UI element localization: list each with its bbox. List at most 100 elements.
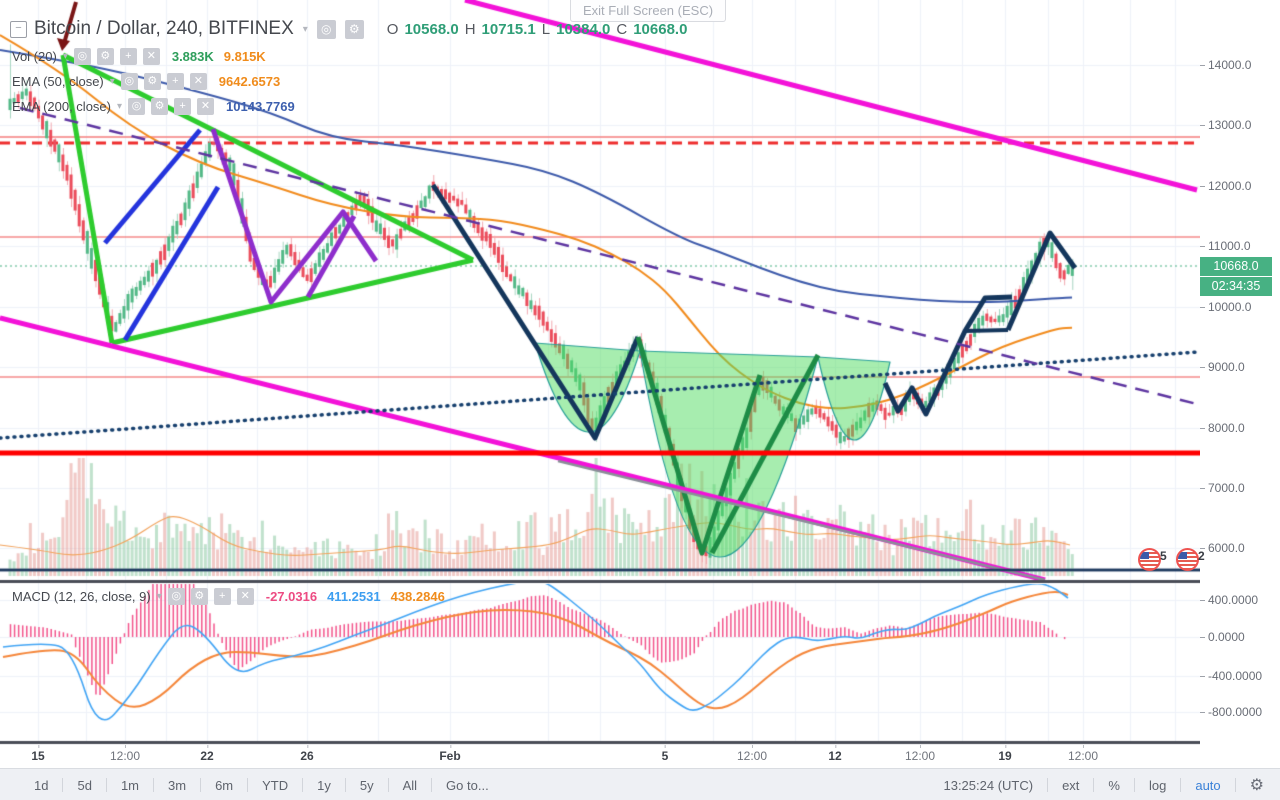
time-axis-tick: 12:00 xyxy=(1068,745,1098,763)
toolbar-separator xyxy=(1133,778,1135,792)
open-value: 10568.0 xyxy=(404,20,459,38)
price-axis-tick: 11000.0 xyxy=(1200,239,1280,253)
symbol-title[interactable]: Bitcoin / Dollar, 240, BITFINEX xyxy=(34,18,294,39)
time-axis-tick: 22 xyxy=(200,745,214,763)
add-indicator-icon[interactable]: + xyxy=(213,588,231,605)
time-axis-tick: 12:00 xyxy=(905,745,935,763)
hide-indicator-icon[interactable]: ◎ xyxy=(128,98,146,115)
indicator-settings-icon[interactable]: ⚙ xyxy=(151,98,169,115)
clock-utc[interactable]: 13:25:24 (UTC) xyxy=(943,777,1034,793)
price-axis-tick: 13000.0 xyxy=(1200,118,1280,132)
toolbar-separator xyxy=(1093,778,1095,792)
price-axis-tick: 10000.0 xyxy=(1200,300,1280,314)
macd-indicator-label[interactable]: MACD (12, 26, close, 9) xyxy=(12,589,151,604)
add-indicator-icon[interactable]: + xyxy=(166,73,184,90)
tick-mark xyxy=(1200,712,1205,714)
chart-canvas[interactable] xyxy=(0,0,1200,745)
price-axis-tick: -800.0000 xyxy=(1200,705,1280,719)
remove-indicator-icon[interactable]: ✕ xyxy=(197,98,215,115)
ema50-indicator-label[interactable]: EMA (50, close) xyxy=(12,74,104,89)
toolbar-separator xyxy=(200,778,202,792)
volume-indicator-label[interactable]: Vol (20) xyxy=(12,49,57,64)
hide-indicator-icon[interactable]: ◎ xyxy=(167,588,185,605)
economic-event-flag-icon[interactable] xyxy=(1176,548,1199,571)
event-count: 5 xyxy=(1160,549,1167,563)
hide-symbol-icon[interactable]: ◎ xyxy=(316,19,336,39)
price-axis-tick: 8000.0 xyxy=(1200,421,1280,435)
price-axis-tick: 7000.0 xyxy=(1200,481,1280,495)
volume-indicator-row: Vol (20) ▾ ◎ ⚙ + ✕ 3.883K 9.815K xyxy=(12,48,266,65)
hide-indicator-icon[interactable]: ◎ xyxy=(73,48,91,65)
symbol-settings-icon[interactable]: ⚙ xyxy=(344,19,364,39)
indicator-settings-icon[interactable]: ⚙ xyxy=(143,73,161,90)
chart-legend-header: − Bitcoin / Dollar, 240, BITFINEX ▾ ◎ ⚙ … xyxy=(10,18,687,40)
volume-ma-value: 9.815K xyxy=(223,49,266,64)
toolbar-separator xyxy=(344,778,346,792)
range-button-3m[interactable]: 3m xyxy=(168,777,187,793)
time-axis-tick: 5 xyxy=(662,745,668,763)
ema200-indicator-row: EMA (200, close) ▾ ◎ ⚙ + ✕ 10143.7769 xyxy=(12,98,295,115)
bottom-toolbar: 1d 5d 1m 3m 6m YTD 1y 5y All Go to... 13:25:24 (U… xyxy=(0,768,1280,800)
range-button-6m[interactable]: 6m xyxy=(215,777,234,793)
ema200-indicator-label[interactable]: EMA (200, close) xyxy=(12,99,111,114)
range-button-1d[interactable]: 1d xyxy=(34,777,49,793)
chevron-down-icon[interactable]: ▾ xyxy=(109,76,115,87)
event-count: 2 xyxy=(1198,549,1205,563)
auto-scale-button[interactable]: auto xyxy=(1195,777,1221,793)
price-axis-tick: 14000.0 xyxy=(1200,58,1280,72)
range-button-all[interactable]: All xyxy=(402,777,418,793)
macd-hist-value: -27.0316 xyxy=(265,589,318,604)
range-button-1m[interactable]: 1m xyxy=(120,777,139,793)
remove-indicator-icon[interactable]: ✕ xyxy=(189,73,207,90)
time-axis[interactable]: 15 12:00 22 26 Feb 5 12:00 12 12:00 19 12:00 xyxy=(0,745,1280,768)
time-axis-tick: 12:00 xyxy=(110,745,140,763)
tick-mark xyxy=(1200,125,1205,127)
range-button-1y[interactable]: 1y xyxy=(317,777,331,793)
chevron-down-icon[interactable]: ▾ xyxy=(302,23,308,35)
time-axis-tick: 12:00 xyxy=(737,745,767,763)
gear-icon[interactable]: ⚙ xyxy=(1249,777,1264,794)
price-axis-tick: 9000.0 xyxy=(1200,360,1280,374)
tick-mark xyxy=(1200,246,1205,248)
remove-indicator-icon[interactable]: ✕ xyxy=(236,588,254,605)
remove-indicator-icon[interactable]: ✕ xyxy=(142,48,160,65)
tick-mark xyxy=(1200,600,1205,602)
ema50-indicator-row: EMA (50, close) ▾ ◎ ⚙ + ✕ 9642.6573 xyxy=(12,73,280,90)
indicator-settings-icon[interactable]: ⚙ xyxy=(190,588,208,605)
tick-mark xyxy=(1200,488,1205,490)
chevron-down-icon[interactable]: ▾ xyxy=(62,51,68,62)
high-value: 10715.1 xyxy=(481,20,536,38)
open-label: O xyxy=(386,20,399,38)
tick-mark xyxy=(1200,367,1205,369)
range-button-ytd[interactable]: YTD xyxy=(262,777,289,793)
extended-hours-button[interactable]: ext xyxy=(1062,777,1080,793)
range-button-5y[interactable]: 5y xyxy=(359,777,374,793)
last-price-badge: 10668.0 xyxy=(1200,257,1272,276)
macd-value: 411.2531 xyxy=(327,589,381,604)
range-button-go-to-[interactable]: Go to... xyxy=(446,777,489,793)
price-axis[interactable]: 14000.0 13000.0 12000.0 11000.0 10000.0 9000.… xyxy=(1200,0,1280,768)
indicator-settings-icon[interactable]: ⚙ xyxy=(96,48,114,65)
tick-mark xyxy=(1200,676,1205,678)
log-scale-button[interactable]: log xyxy=(1148,777,1167,793)
toolbar-separator xyxy=(1234,778,1236,792)
range-button-5d[interactable]: 5d xyxy=(77,777,92,793)
percent-scale-button[interactable]: % xyxy=(1108,777,1120,793)
price-axis-tick: 12000.0 xyxy=(1200,179,1280,193)
ohlc-readout: O 10568.0 H 10715.1 L 10384.0 C 10668.0 xyxy=(387,21,688,38)
hide-indicator-icon[interactable]: ◎ xyxy=(120,73,138,90)
economic-event-flag-icon[interactable] xyxy=(1138,548,1161,571)
add-indicator-icon[interactable]: + xyxy=(174,98,192,115)
price-axis-tick: 6000.0 xyxy=(1200,541,1280,555)
macd-indicator-row: MACD (12, 26, close, 9) ▾ ◎ ⚙ + ✕ -27.03… xyxy=(12,588,445,605)
time-axis-tick: Feb xyxy=(439,745,461,763)
collapse-pane-icon[interactable]: − xyxy=(10,20,27,38)
chevron-down-icon[interactable]: ▾ xyxy=(117,101,123,112)
toolbar-separator xyxy=(105,778,107,792)
toolbar-right: 13:25:24 (UTC) ext % log auto ⚙ xyxy=(943,775,1264,795)
add-indicator-icon[interactable]: + xyxy=(119,48,137,65)
chevron-down-icon[interactable]: ▾ xyxy=(156,591,162,602)
toolbar-separator xyxy=(302,778,304,792)
toolbar-separator xyxy=(153,778,154,792)
